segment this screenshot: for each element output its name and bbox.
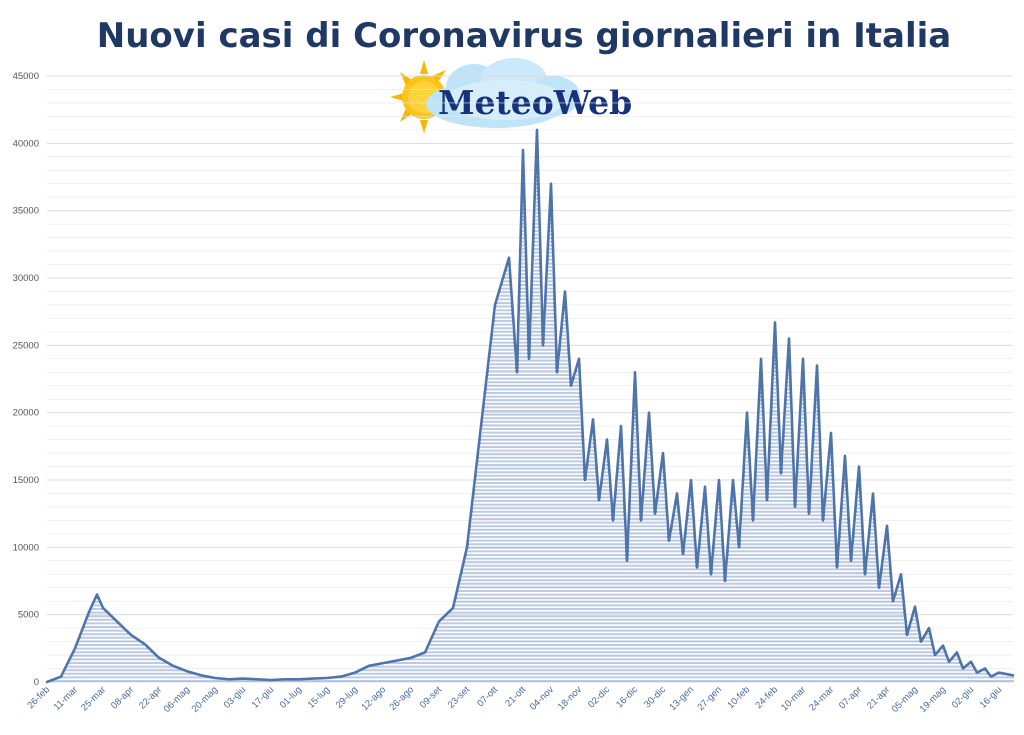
x-tick-label: 10-mar	[779, 684, 808, 713]
x-tick-label: 22-apr	[137, 684, 164, 711]
x-tick-label: 24-feb	[753, 684, 780, 711]
x-tick-label: 18-nov	[556, 684, 584, 712]
x-tick-label: 11-mar	[52, 684, 81, 713]
x-tick-label: 20-mag	[190, 684, 221, 715]
x-tick-label: 19-mag	[918, 684, 949, 715]
x-tick-label: 15-lug	[306, 684, 332, 710]
x-tick-label: 03-giu	[222, 684, 248, 710]
x-tick-label: 04-nov	[528, 684, 556, 712]
x-tick-label: 13-gen	[667, 684, 696, 713]
x-tick-label: 26-ago	[387, 684, 416, 713]
x-tick-label: 06-mag	[162, 684, 193, 715]
x-tick-label: 10-feb	[725, 684, 752, 711]
x-tick-label: 21-ott	[503, 684, 528, 709]
x-tick-label: 12-ago	[359, 684, 388, 713]
x-tick-label: 01-lug	[278, 684, 304, 710]
x-tick-label: 24-mar	[807, 684, 836, 713]
y-tick-label: 5000	[18, 610, 39, 621]
y-tick-label: 25000	[13, 340, 39, 351]
x-tick-label: 02-dic	[586, 684, 612, 710]
plot-area	[45, 128, 1015, 684]
x-tick-label: 25-mar	[79, 684, 108, 713]
y-axis: 0 5000 10000 15000 20000 25000 30000 35000 40000…	[13, 71, 39, 688]
y-tick-label: 15000	[13, 475, 39, 486]
x-tick-label: 16-dic	[614, 684, 640, 710]
y-tick-label: 10000	[13, 542, 39, 553]
x-tick-label: 08-apr	[109, 684, 136, 711]
sun-cloud-icon	[390, 58, 580, 134]
x-tick-label: 17-giu	[250, 684, 276, 710]
x-tick-label: 16-giu	[978, 684, 1004, 710]
y-tick-label: 40000	[13, 138, 39, 149]
y-tick-label: 0	[34, 677, 39, 688]
y-tick-label: 30000	[13, 273, 39, 284]
meteoweb-logo	[390, 58, 580, 134]
y-tick-label: 45000	[13, 71, 39, 82]
grid	[47, 75, 1013, 683]
x-tick-label: 26-feb	[25, 684, 52, 711]
y-tick-label: 35000	[13, 206, 39, 217]
x-tick-label: 02-giu	[950, 684, 976, 710]
x-tick-label: 07-ott	[475, 684, 500, 709]
series-line	[45, 128, 1015, 684]
x-tick-label: 21-apr	[865, 684, 892, 711]
x-tick-label: 05-mag	[890, 684, 921, 715]
x-tick-label: 09-set	[418, 684, 445, 711]
x-tick-label: 27-gen	[695, 684, 724, 713]
x-tick-label: 30-dic	[642, 684, 668, 710]
y-tick-label: 20000	[13, 408, 39, 419]
x-tick-label: 29-lug	[334, 684, 360, 710]
x-tick-label: 07-apr	[837, 684, 864, 711]
chart-title: Nuovi casi di Coronavirus giornalieri in…	[96, 16, 952, 56]
x-tick-label: 23-set	[446, 684, 473, 711]
